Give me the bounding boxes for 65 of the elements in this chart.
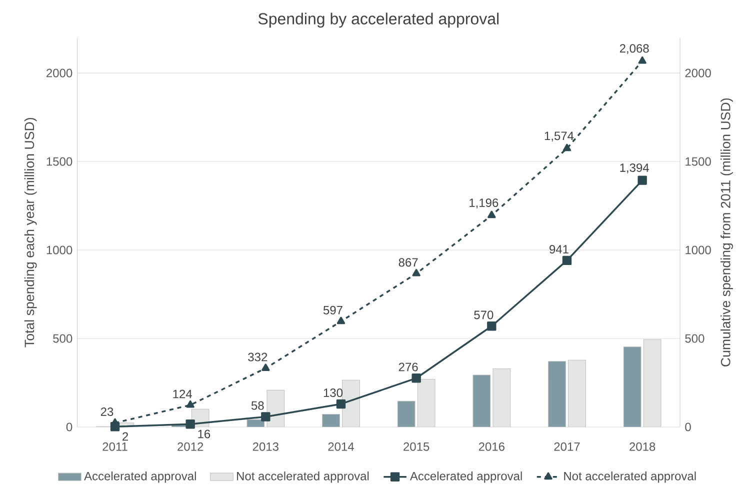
y-tick-label: 2000 bbox=[46, 68, 72, 78]
bar bbox=[568, 360, 586, 427]
point bbox=[488, 210, 496, 218]
data-label: 1,394 bbox=[620, 163, 649, 174]
x-tick-label: 2011 bbox=[102, 442, 128, 451]
x-tick-label: 2015 bbox=[404, 442, 430, 451]
data-label: 276 bbox=[398, 362, 418, 372]
data-label: 130 bbox=[324, 388, 343, 398]
x-tick-label: 2018 bbox=[630, 442, 656, 451]
y-axis-title: Total spending each year (million USD) bbox=[24, 118, 37, 348]
bar bbox=[417, 378, 436, 427]
x-tick-label: 2016 bbox=[478, 442, 504, 451]
x-tick-label: 2012 bbox=[178, 442, 204, 451]
data-label: 1,196 bbox=[470, 198, 498, 208]
data-label: 2 bbox=[122, 432, 128, 441]
point bbox=[336, 316, 346, 324]
legend-label: Not accelerated approval bbox=[564, 472, 696, 483]
x-tick-label: 2013 bbox=[252, 442, 278, 451]
data-label: 570 bbox=[474, 310, 494, 320]
y-tick-label: 0 bbox=[66, 422, 72, 432]
data-label: 941 bbox=[550, 245, 568, 254]
y-tick-label: 1500 bbox=[46, 157, 72, 166]
point bbox=[562, 256, 572, 266]
bar bbox=[472, 374, 491, 427]
chart-title: Spending by accelerated approval bbox=[258, 12, 499, 28]
data-label: 867 bbox=[398, 258, 418, 267]
legend-label: Accelerated approval bbox=[84, 472, 196, 483]
bar bbox=[643, 339, 662, 427]
y-tick-label: 1000 bbox=[46, 246, 72, 254]
data-label: 124 bbox=[173, 390, 192, 398]
point bbox=[336, 399, 346, 409]
legend-label: Not accelerated approval bbox=[237, 472, 369, 483]
data-label: 2,068 bbox=[620, 44, 649, 54]
bar bbox=[342, 380, 360, 427]
y2-axis-title: Cumulative spending from 2011 (million USD) bbox=[720, 98, 733, 366]
bar bbox=[623, 346, 642, 427]
data-label: 1,574 bbox=[544, 132, 574, 142]
bar bbox=[492, 368, 511, 427]
y2-tick-label: 1500 bbox=[686, 157, 711, 166]
x-tick-label: 2017 bbox=[554, 442, 580, 451]
point bbox=[638, 56, 646, 64]
point bbox=[562, 144, 572, 152]
bar bbox=[397, 400, 416, 427]
y-tick-label: 500 bbox=[53, 334, 72, 343]
bar bbox=[548, 361, 566, 427]
y2-tick-label: 2000 bbox=[685, 68, 711, 78]
data-label: 16 bbox=[198, 430, 210, 438]
point bbox=[186, 420, 195, 429]
legend-label: Accelerated approval bbox=[410, 472, 522, 483]
data-label: 23 bbox=[100, 407, 114, 416]
point bbox=[487, 322, 496, 331]
y2-tick-label: 1000 bbox=[686, 246, 711, 254]
point bbox=[261, 412, 270, 422]
y2-tick-label: 0 bbox=[685, 422, 691, 432]
bar bbox=[322, 414, 340, 427]
x-tick-label: 2014 bbox=[328, 442, 354, 451]
point bbox=[412, 268, 420, 276]
point bbox=[638, 176, 647, 185]
point bbox=[262, 364, 270, 371]
data-label: 58 bbox=[251, 401, 264, 410]
point bbox=[186, 400, 194, 408]
y2-tick-label: 500 bbox=[685, 334, 704, 343]
point bbox=[412, 374, 421, 383]
data-label: 597 bbox=[323, 306, 342, 314]
data-label: 332 bbox=[248, 352, 268, 362]
